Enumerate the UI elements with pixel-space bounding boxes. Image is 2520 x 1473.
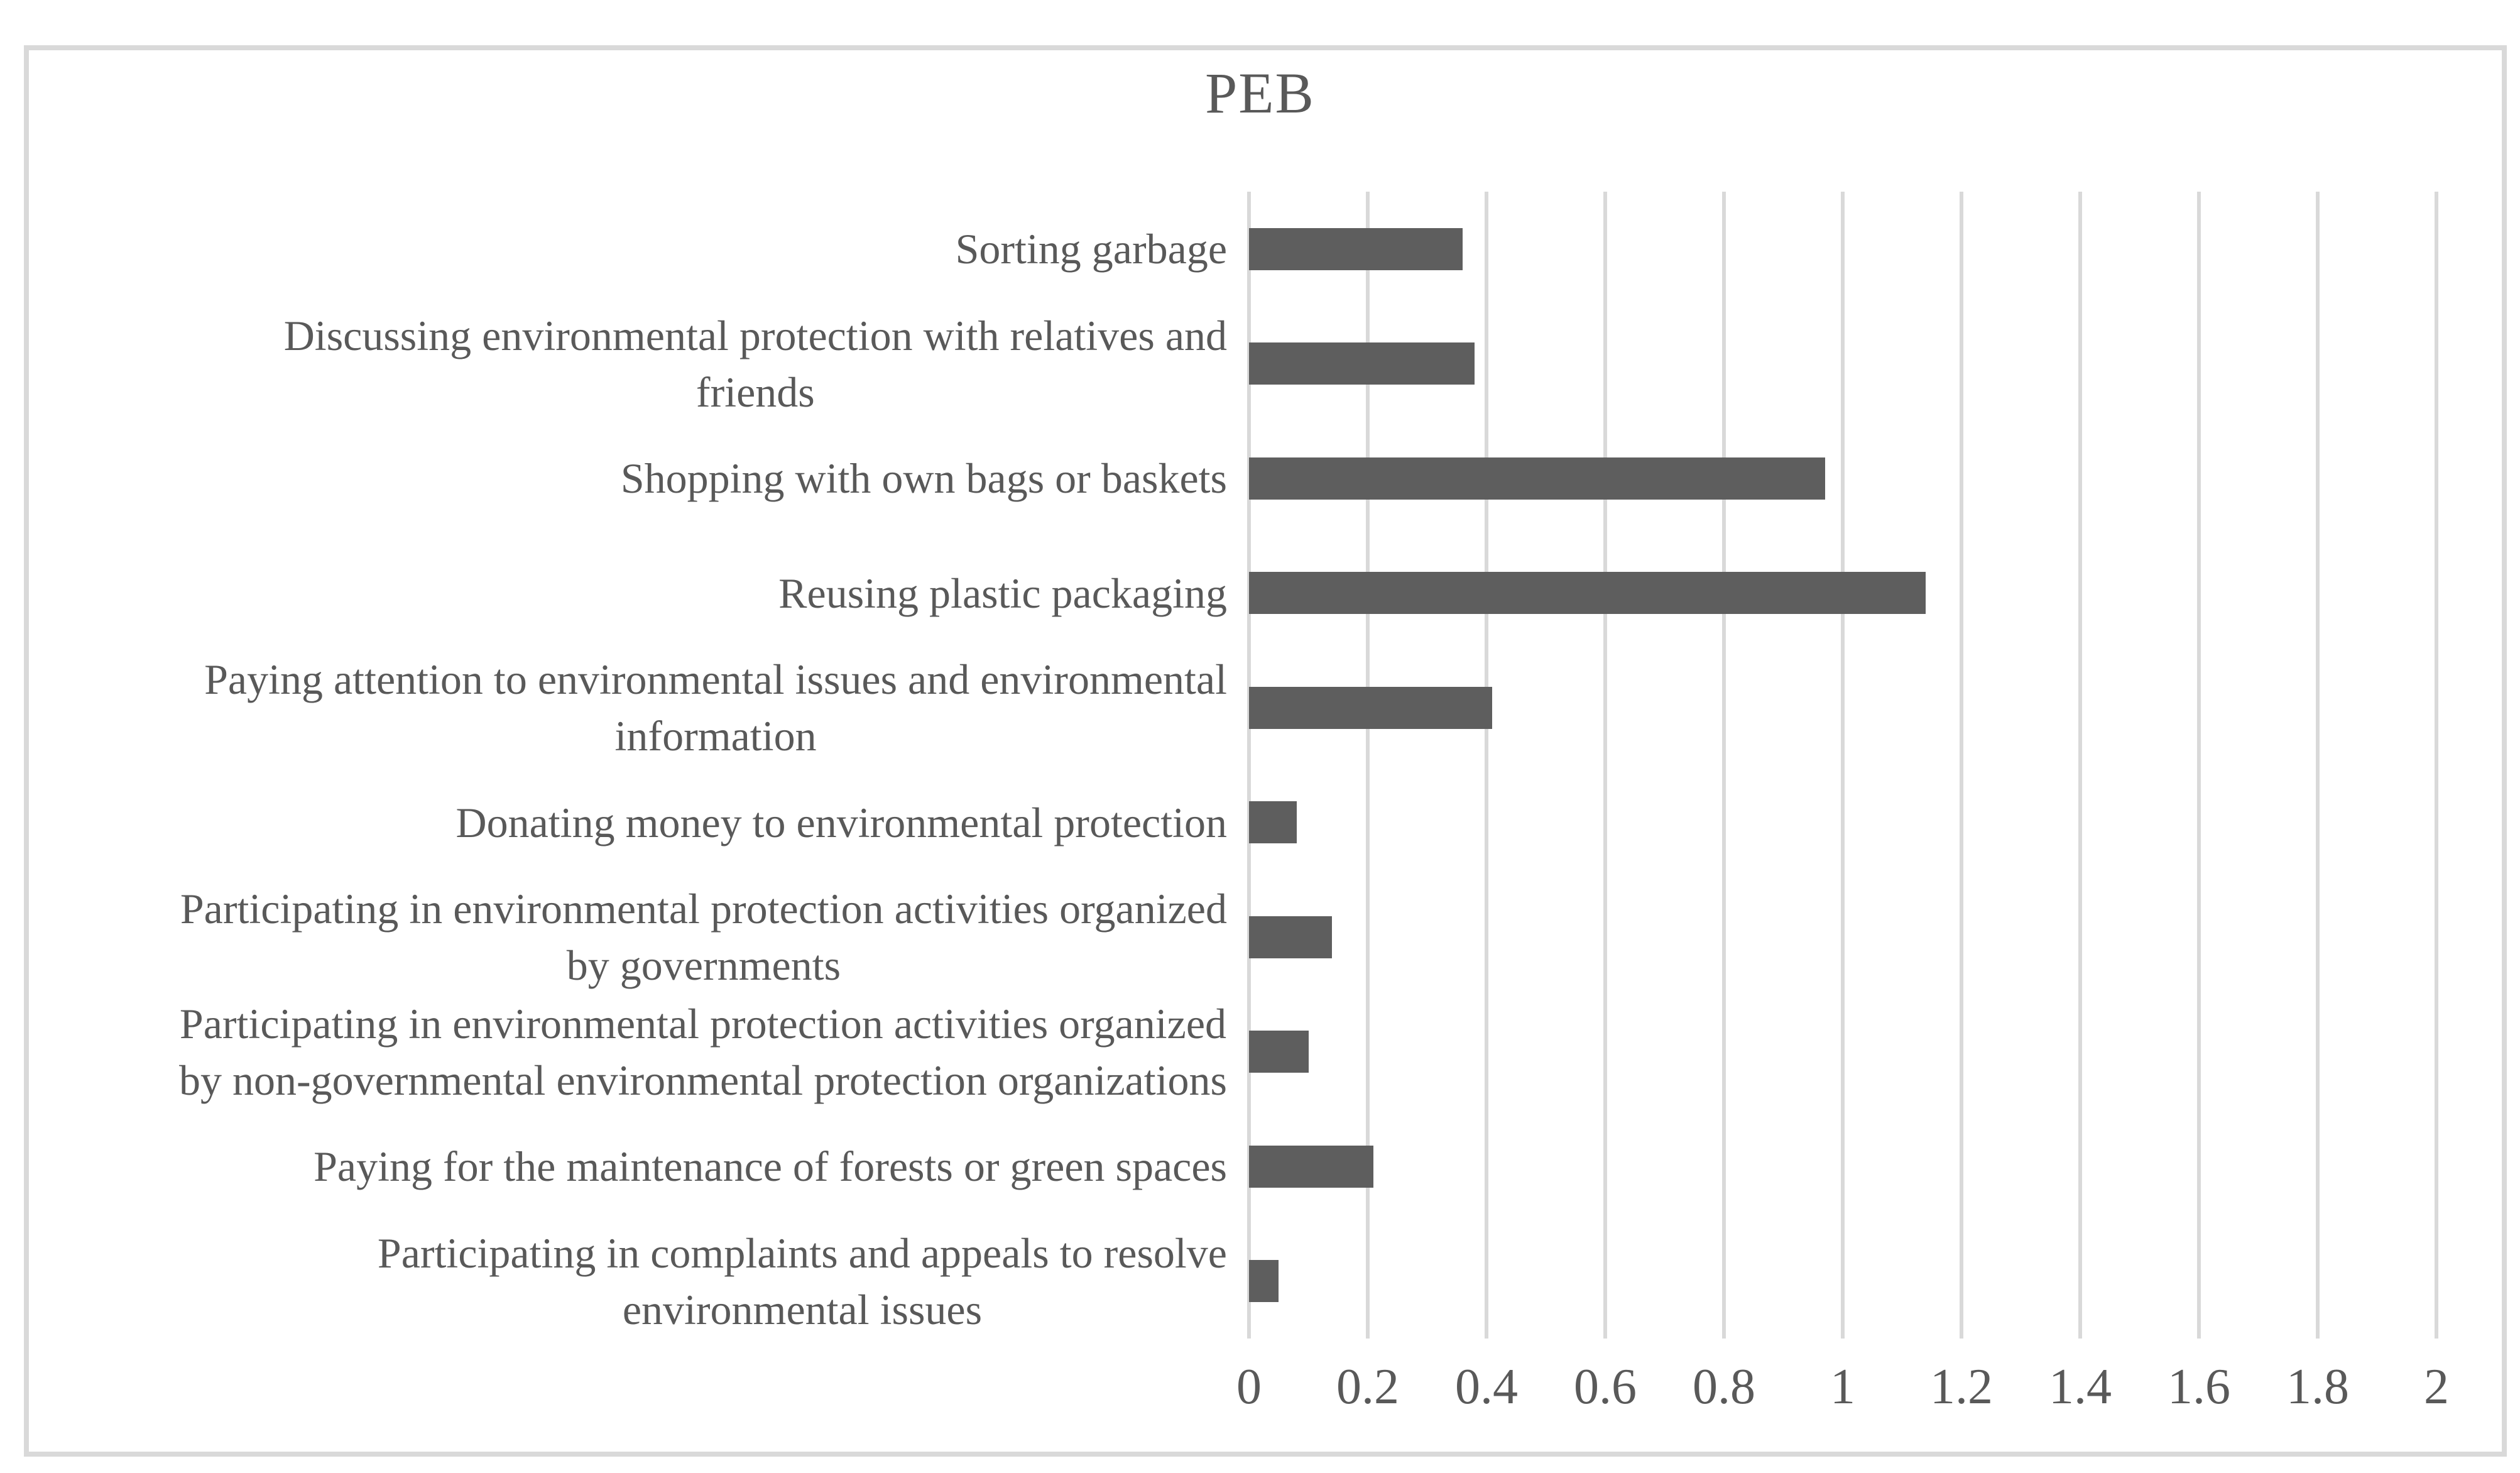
bar xyxy=(1249,342,1475,385)
x-tick-label: 1 xyxy=(1830,1359,1855,1415)
category-label-row: Paying attention to environmental issues… xyxy=(38,650,1227,765)
bar xyxy=(1249,916,1333,958)
bar xyxy=(1249,572,1926,615)
category-label: Discussing environmental protection with… xyxy=(283,311,1227,416)
chart-title: PEB xyxy=(1205,61,1315,125)
category-label-row: Participating in environmental protectio… xyxy=(38,995,1227,1110)
x-tick-label: 1.6 xyxy=(2168,1359,2230,1415)
category-label-row: Reusing plastic packaging xyxy=(38,536,1227,651)
bar xyxy=(1249,686,1493,729)
category-label: Participating in environmental protectio… xyxy=(180,885,1227,990)
x-tick-label: 0 xyxy=(1236,1359,1262,1415)
category-label: Sorting garbage xyxy=(955,225,1227,273)
x-tick-label: 0.6 xyxy=(1574,1359,1637,1415)
gridline xyxy=(1603,192,1607,1339)
category-label-row: Discussing environmental protection with… xyxy=(38,307,1227,422)
x-tick-label: 1.2 xyxy=(1930,1359,1993,1415)
category-label-row: Participating in complaints and appeals … xyxy=(38,1224,1227,1339)
gridline xyxy=(1841,192,1845,1339)
gridline xyxy=(2316,192,2320,1339)
category-label-row: Donating money to environmental protecti… xyxy=(38,765,1228,880)
x-tick-label: 1.8 xyxy=(2286,1359,2349,1415)
category-label: Paying attention to environmental issues… xyxy=(204,655,1227,760)
plot-area xyxy=(1247,192,2438,1339)
bar xyxy=(1249,1260,1279,1303)
x-tick-label: 0.4 xyxy=(1455,1359,1518,1415)
category-axis-labels: Sorting garbage Discussing environmental … xyxy=(38,192,1227,1339)
x-axis-tick-labels: 0 0.2 0.4 0.6 0.8 1 1.2 1.4 1.6 1.8 2 xyxy=(1236,1359,2449,1428)
gridline xyxy=(2435,192,2438,1339)
category-label: Paying for the maintenance of forests or… xyxy=(314,1142,1227,1191)
gridline xyxy=(1247,192,1251,1339)
category-label-row: Participating in environmental protectio… xyxy=(38,880,1227,995)
gridline xyxy=(2078,192,2082,1339)
bar xyxy=(1249,1145,1374,1188)
gridline xyxy=(1366,192,1370,1339)
figure-border xyxy=(24,45,2507,1457)
category-label: Participating in complaints and appeals … xyxy=(377,1229,1227,1333)
gridline xyxy=(1722,192,1726,1339)
bar xyxy=(1249,801,1297,844)
category-label-row: Shopping with own bags or baskets xyxy=(38,421,1227,536)
category-label-row: Paying for the maintenance of forests or… xyxy=(38,1109,1227,1224)
bar xyxy=(1249,457,1825,500)
category-label: Reusing plastic packaging xyxy=(778,569,1227,617)
gridline xyxy=(1485,192,1488,1339)
x-tick-label: 1.4 xyxy=(2049,1359,2112,1415)
x-tick-label: 0.2 xyxy=(1336,1359,1399,1415)
gridline xyxy=(2197,192,2201,1339)
bar xyxy=(1249,227,1463,270)
category-label: Shopping with own bags or baskets xyxy=(620,454,1227,503)
x-tick-label: 2 xyxy=(2424,1359,2449,1415)
category-label: Donating money to environmental protecti… xyxy=(455,798,1228,846)
x-tick-label: 0.8 xyxy=(1693,1359,1755,1415)
category-label-row: Sorting garbage xyxy=(38,192,1227,307)
bar xyxy=(1249,1031,1309,1073)
category-label: Participating in environmental protectio… xyxy=(178,999,1227,1104)
gridline xyxy=(1960,192,1963,1339)
